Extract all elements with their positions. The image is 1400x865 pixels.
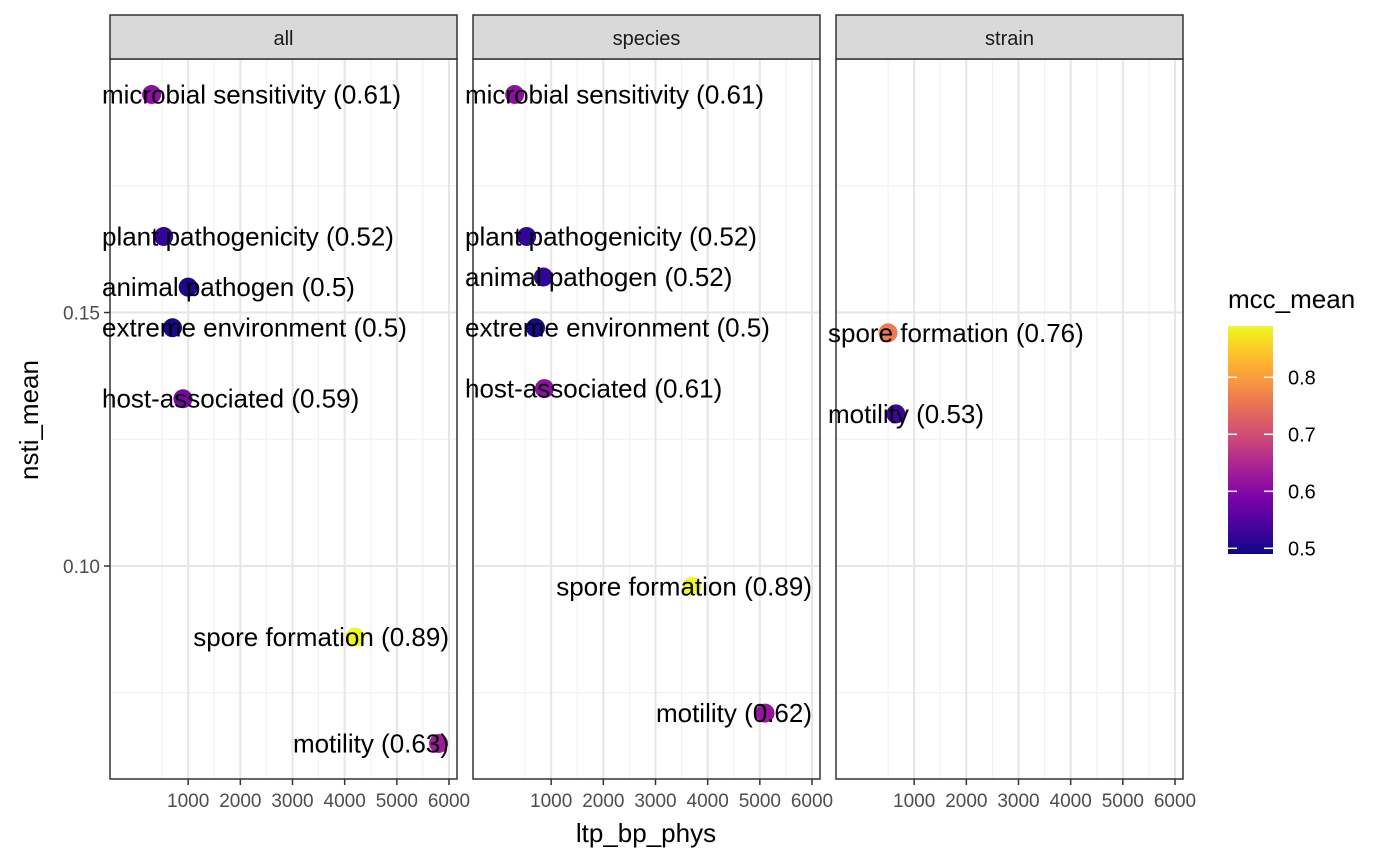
facet-strip-label: strain xyxy=(985,28,1034,50)
data-point xyxy=(429,734,449,754)
point-label: extreme environment (0.5) xyxy=(102,313,407,343)
x-tick-label: 6000 xyxy=(1154,791,1196,812)
facet-strip xyxy=(472,14,821,60)
facet-strip xyxy=(109,14,458,60)
data-point xyxy=(345,627,365,647)
x-tick-label: 1000 xyxy=(530,791,572,812)
facet-panel-all: all 1000 2000 3000 4000 5000 6000 microbial sen… xyxy=(102,14,470,812)
data-point xyxy=(534,379,554,399)
y-tick-label: 0.10 xyxy=(63,557,100,578)
point-label: spore formation (0.76) xyxy=(828,318,1084,348)
point-label: animal pathogen (0.5) xyxy=(102,272,355,302)
point-label: plant pathogenicity (0.52) xyxy=(102,221,394,251)
x-tick-label: 4000 xyxy=(324,791,366,812)
data-point xyxy=(533,267,553,287)
colorbar-tick-label: 0.8 xyxy=(1288,367,1316,389)
color-legend: mcc_mean 0.5 0.6 0.7 0.8 xyxy=(1228,284,1355,560)
facet-strip xyxy=(835,14,1184,60)
x-tick-label: 5000 xyxy=(1102,791,1144,812)
data-point xyxy=(682,576,702,596)
data-point xyxy=(526,318,546,338)
facet-strip-label: all xyxy=(273,28,293,50)
point-label: motility (0.63) xyxy=(293,729,449,759)
panel-background xyxy=(110,59,457,779)
x-tick-label: 3000 xyxy=(997,791,1039,812)
point-label: host-associated (0.61) xyxy=(465,374,722,404)
facet-panel-species: species 1000 2000 3000 4000 5000 6000 microbial… xyxy=(465,14,833,812)
x-tick-label: 5000 xyxy=(376,791,418,812)
y-axis-title: nsti_mean xyxy=(14,360,44,480)
point-label: host-associated (0.59) xyxy=(102,384,359,414)
x-tick-label: 4000 xyxy=(687,791,729,812)
y-tick-label: 0.15 xyxy=(63,304,100,325)
data-point xyxy=(755,703,775,723)
data-point xyxy=(886,404,906,424)
point-label: spore formation (0.89) xyxy=(556,571,812,601)
x-tick-label: 1000 xyxy=(893,791,935,812)
facet-strip-label: species xyxy=(613,28,681,50)
data-point xyxy=(505,84,525,104)
x-tick-label: 4000 xyxy=(1050,791,1092,812)
point-label: spore formation (0.89) xyxy=(193,622,449,652)
x-tick-label: 1000 xyxy=(167,791,209,812)
point-label: motility (0.53) xyxy=(828,399,984,429)
data-point xyxy=(154,226,174,246)
x-axis-title: ltp_bp_phys xyxy=(576,818,716,848)
x-tick-label: 2000 xyxy=(945,791,987,812)
colorbar-tick-label: 0.5 xyxy=(1288,538,1316,560)
point-label: microbial sensitivity (0.61) xyxy=(465,79,764,109)
x-tick-label: 5000 xyxy=(739,791,781,812)
point-label: plant pathogenicity (0.52) xyxy=(465,221,757,251)
data-point xyxy=(878,323,898,343)
x-tick-label: 6000 xyxy=(791,791,833,812)
legend-title: mcc_mean xyxy=(1228,284,1355,314)
point-label: extreme environment (0.5) xyxy=(465,313,770,343)
facet-panels: 0.10 0.15 all 1000 2000 3000 4000 5000 6000 micro… xyxy=(63,14,1196,812)
colorbar xyxy=(1228,326,1273,554)
x-tick-label: 2000 xyxy=(582,791,624,812)
data-point xyxy=(173,389,193,409)
colorbar-tick-label: 0.6 xyxy=(1288,481,1316,503)
x-tick-label: 3000 xyxy=(634,791,676,812)
data-point xyxy=(163,318,183,338)
x-tick-label: 3000 xyxy=(271,791,313,812)
point-label: animal pathogen (0.52) xyxy=(465,262,732,292)
data-point xyxy=(517,226,537,246)
x-tick-label: 6000 xyxy=(428,791,470,812)
colorbar-tick-label: 0.7 xyxy=(1288,424,1316,446)
point-label: microbial sensitivity (0.61) xyxy=(102,79,401,109)
facet-panel-strain: strain 1000 2000 3000 4000 5000 6000 spore form… xyxy=(828,14,1196,812)
panel-background xyxy=(473,59,820,779)
point-label: motility (0.62) xyxy=(656,698,812,728)
x-tick-label: 2000 xyxy=(219,791,261,812)
data-point xyxy=(178,277,198,297)
data-point xyxy=(142,84,162,104)
